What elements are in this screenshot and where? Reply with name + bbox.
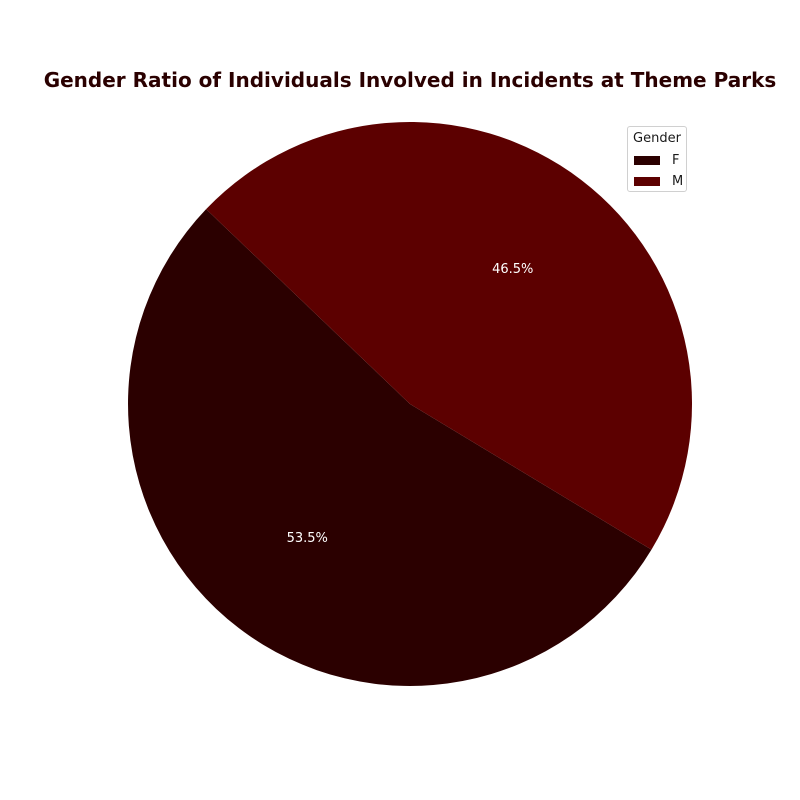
legend-item-f: F [634,152,679,168]
legend-swatch-m [634,176,660,186]
legend-swatch-f [634,155,660,165]
legend-label-m: M [672,173,684,189]
pie-slice-f [128,209,652,686]
chart-title: Gender Ratio of Individuals Involved in … [43,68,777,92]
pie-label-f: 53.5% [287,531,328,546]
legend-item-m: M [634,173,683,189]
legend-label-f: F [672,152,680,168]
legend-title: Gender [633,131,681,146]
pie-slice-m [206,121,693,550]
legend: Gender F M [627,126,687,192]
pie-label-m: 46.5% [492,262,533,277]
